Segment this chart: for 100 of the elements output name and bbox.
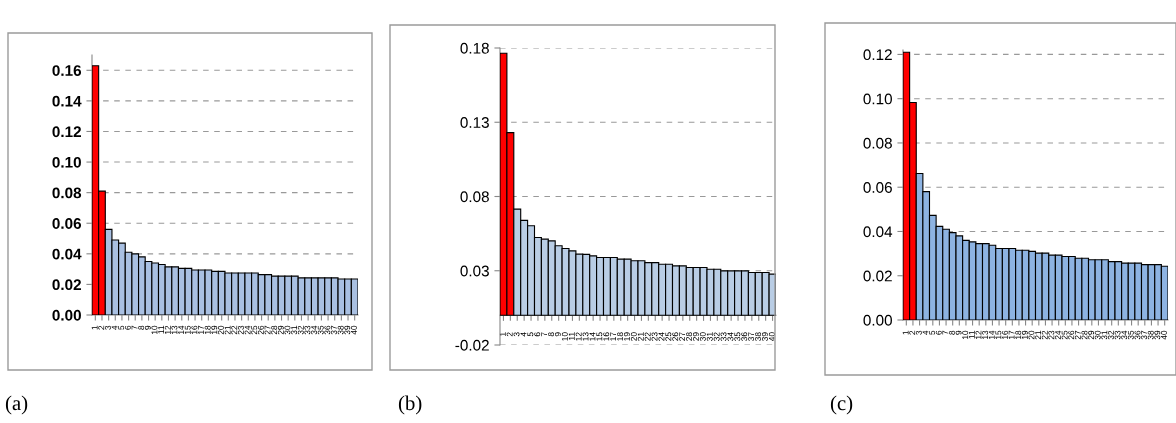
x-tick-label: 7 — [541, 332, 547, 337]
y-tick-label: 0.13 — [460, 117, 489, 128]
x-tick-label: 24 — [658, 332, 665, 341]
x-tick-label: 35 — [734, 332, 741, 341]
x-tick-label: 17 — [198, 325, 204, 335]
x-tick-label: 27 — [679, 332, 685, 341]
x-tick-label: 11 — [158, 325, 164, 334]
y-tick-label: 0.06 — [863, 182, 892, 193]
x-tick-label: 33 — [304, 325, 311, 335]
x-tick-label: 5 — [118, 325, 125, 330]
y-tick-label: 0.02 — [863, 270, 892, 282]
x-tick-label: 3 — [915, 330, 922, 335]
x-tick-label: 20 — [218, 325, 224, 335]
x-tick-label: 18 — [617, 332, 623, 341]
x-tick-label: 10 — [561, 332, 568, 341]
text: (b) — [398, 395, 422, 415]
y-tick-label: 0.12 — [52, 126, 81, 138]
x-tick-label: 5 — [527, 332, 534, 337]
x-tick-label: 21 — [224, 325, 231, 335]
y-tick-label: 0.08 — [460, 191, 489, 203]
x-tick-label: 33 — [720, 332, 727, 341]
x-tick-label: 29 — [277, 325, 284, 335]
x-tick-label: 39 — [344, 325, 351, 335]
x-tick-label: 11 — [568, 332, 575, 340]
x-tick-label: 19 — [1021, 330, 1028, 340]
x-tick-label: 13 — [982, 330, 989, 340]
y-tick-label: 0.12 — [863, 49, 892, 61]
x-tick-label: 14 — [589, 332, 596, 341]
x-tick-label: 2 — [909, 330, 916, 335]
x-tick-label: 14 — [178, 325, 184, 335]
x-tick-label: 20 — [630, 332, 637, 341]
x-tick-label: 13 — [171, 325, 178, 335]
x-tick-label: 11 — [968, 330, 975, 339]
x-tick-label: 26 — [672, 332, 679, 341]
x-tick-label: 4 — [520, 332, 527, 337]
x-tick-label: 22 — [1041, 330, 1048, 340]
x-tick-label: 24 — [244, 325, 251, 335]
y-tick-label: -0.02 — [455, 339, 489, 351]
x-tick-label: 9 — [554, 332, 561, 337]
x-tick-label: 19 — [623, 332, 630, 341]
x-tick-label: 10 — [962, 330, 969, 340]
x-tick-label: 4 — [111, 325, 118, 330]
x-tick-label: 23 — [1048, 330, 1055, 340]
x-tick-label: 28 — [686, 332, 692, 341]
x-tick-label: 2 — [506, 332, 513, 337]
y-tick-label: 0.03 — [460, 265, 489, 277]
x-tick-label: 39 — [1154, 330, 1161, 340]
x-tick-label: 15 — [596, 332, 603, 341]
y-tick-label: 0.00 — [52, 309, 81, 321]
x-tick-label: 29 — [692, 332, 699, 341]
x-tick-label: 17 — [1008, 330, 1015, 340]
x-tick-label: 38 — [337, 325, 344, 335]
y-tick-label: 0.04 — [52, 248, 82, 260]
x-tick-label: 40 — [1161, 330, 1167, 340]
x-tick-label: 23 — [237, 325, 244, 335]
x-tick-label: 37 — [1141, 330, 1148, 340]
x-tick-label: 6 — [534, 332, 541, 337]
x-tick-label: 6 — [935, 330, 942, 335]
x-tick-label: 36 — [741, 332, 748, 341]
x-tick-label: 35 — [317, 325, 324, 335]
x-tick-label: 28 — [1081, 330, 1088, 340]
x-tick-label: 27 — [264, 325, 271, 335]
y-tick-label: 0.10 — [52, 156, 81, 168]
x-tick-label: 7 — [942, 330, 949, 335]
x-tick-label: 10 — [151, 325, 158, 335]
y-tick-label: 0.06 — [52, 218, 82, 229]
x-tick-label: 23 — [651, 332, 658, 341]
x-tick-label: 12 — [575, 332, 582, 341]
x-tick-label: 16 — [603, 332, 610, 341]
x-tick-label: 36 — [1134, 330, 1141, 340]
x-tick-label: 8 — [548, 332, 554, 337]
x-tick-label: 3 — [513, 332, 520, 337]
x-tick-label: 12 — [975, 330, 982, 340]
x-tick-label: 7 — [131, 325, 138, 330]
y-tick-label: 0.18 — [460, 42, 489, 54]
x-tick-label: 9 — [144, 325, 151, 330]
x-tick-label: 16 — [1002, 330, 1008, 340]
x-tick-label: 34 — [1121, 330, 1128, 340]
x-tick-label: 27 — [1074, 330, 1081, 340]
x-tick-label: 6 — [124, 325, 131, 330]
x-tick-label: 21 — [1035, 330, 1041, 340]
x-tick-label: 2 — [98, 325, 105, 330]
x-tick-label: 18 — [204, 325, 211, 335]
x-tick-label: 1 — [91, 325, 98, 330]
x-tick-label: 37 — [331, 325, 337, 335]
x-tick-label: 31 — [706, 332, 713, 341]
x-tick-label: 8 — [138, 325, 145, 330]
x-tick-label: 22 — [231, 325, 238, 335]
x-tick-label: 14 — [988, 330, 995, 340]
x-tick-label: 22 — [644, 332, 651, 341]
y-tick-label: 0.08 — [52, 187, 82, 199]
x-tick-label: 34 — [727, 332, 734, 341]
x-tick-label: 25 — [251, 325, 258, 335]
x-tick-label: 15 — [995, 330, 1002, 340]
x-tick-label: 1 — [499, 332, 506, 336]
x-tick-label: 25 — [665, 332, 672, 341]
x-tick-label: 26 — [1068, 330, 1075, 340]
x-tick-label: 16 — [191, 325, 198, 335]
x-tick-label: 40 — [351, 325, 357, 335]
x-tick-label: 38 — [755, 332, 761, 341]
